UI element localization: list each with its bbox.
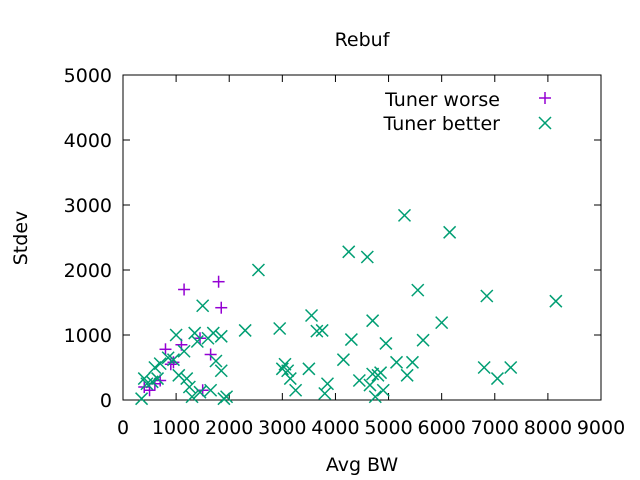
x-tick-label: 8000 <box>524 417 572 439</box>
tuner-better-point <box>150 372 165 386</box>
tuner-better-point <box>204 383 218 397</box>
x-tick-label: 0 <box>117 417 129 439</box>
chart-title: Rebuf <box>335 29 391 51</box>
tuner-better-point <box>153 357 167 371</box>
tuner-better-point <box>182 380 196 394</box>
x-tick-label: 5000 <box>364 417 412 439</box>
legend-plus-icon <box>539 92 551 104</box>
tuner-better-point <box>360 250 374 264</box>
tuner-worse-point <box>159 343 172 356</box>
tuner-better-point <box>374 366 388 380</box>
tuner-better-point <box>400 368 414 382</box>
tuner-better-point <box>148 360 162 375</box>
tuner-worse-point <box>215 301 228 314</box>
tuner-better-point <box>135 392 149 406</box>
tuner-better-point <box>443 225 457 239</box>
tuner-better-point <box>435 316 449 330</box>
tuner-better-point <box>196 299 210 313</box>
tuner-better-point <box>366 367 380 381</box>
x-tick-label: 4000 <box>311 417 359 439</box>
tuner-better-point <box>320 377 335 391</box>
tuner-better-point <box>273 321 287 336</box>
tuner-better-point <box>166 353 180 367</box>
tuner-better-point <box>283 372 297 386</box>
y-tick-label: 3000 <box>64 195 112 217</box>
plot-frame <box>122 74 602 401</box>
tuner-better-point <box>480 289 494 303</box>
tuner-better-point <box>310 324 324 338</box>
y-tick-label: 4000 <box>64 130 112 152</box>
tuner-better-point <box>278 357 292 371</box>
tuner-better-point <box>549 294 563 308</box>
tuner-better-point <box>281 364 295 378</box>
tuner-better-point <box>305 308 319 323</box>
tuner-better-point <box>389 355 404 369</box>
legend-marker-tuner-worse <box>539 92 551 104</box>
tuner-worse-point <box>204 348 217 361</box>
tuner-better-point <box>169 328 183 342</box>
tuner-better-point <box>289 383 303 397</box>
tuner-better-point <box>416 333 430 347</box>
tuner-better-point <box>376 383 390 397</box>
y-tick-label: 5000 <box>64 65 112 87</box>
tuner-worse-point <box>178 283 191 296</box>
tuner-better-point <box>405 355 419 369</box>
tuner-better-point <box>251 263 265 277</box>
tuner-better-point <box>193 385 207 399</box>
tuner-better-point <box>336 353 350 367</box>
x-tick-label: 1000 <box>152 417 200 439</box>
tuner-better-point <box>379 336 393 350</box>
tuner-better-point <box>315 323 329 337</box>
data-points <box>135 208 563 406</box>
tuner-better-point <box>180 372 194 386</box>
tuner-better-point <box>209 354 223 368</box>
x-axis-label: Avg BW <box>326 454 399 476</box>
tuner-better-point <box>397 208 412 222</box>
y-tick-label: 2000 <box>64 260 112 282</box>
y-axis-label: Stdev <box>10 211 32 266</box>
axis-ticks: 0 1000 2000 3000 4000 5000 6000 7000 8000 9000010… <box>64 65 626 439</box>
tuner-better-point <box>238 323 252 337</box>
tuner-better-point <box>342 245 356 259</box>
tuner-better-point <box>172 368 186 382</box>
tuner-better-point <box>477 360 491 375</box>
tuner-better-point <box>363 378 377 392</box>
tuner-better-point <box>185 390 199 404</box>
tuner-better-point <box>214 364 228 378</box>
tuner-better-point <box>177 344 191 358</box>
tuner-better-point <box>344 333 358 347</box>
x-tick-label: 6000 <box>417 417 465 439</box>
x-tick-label: 7000 <box>471 417 519 439</box>
tuner-better-point <box>220 390 234 404</box>
tuner-better-point <box>504 360 518 375</box>
legend: Tuner worse Tuner better <box>383 89 552 135</box>
tuner-better-point <box>352 373 366 388</box>
tuner-better-point <box>318 386 332 401</box>
legend-marker-tuner-better <box>538 116 552 130</box>
y-tick-label: 0 <box>100 390 112 412</box>
y-tick-label: 1000 <box>64 325 112 347</box>
legend-label-tuner-better: Tuner better <box>383 113 501 135</box>
tuner-better-point <box>366 314 380 328</box>
legend-cross-icon <box>538 116 552 130</box>
legend-label-tuner-worse: Tuner worse <box>384 89 500 111</box>
tuner-better-point <box>490 372 504 386</box>
x-tick-label: 2000 <box>205 417 253 439</box>
tuner-better-point <box>214 329 228 343</box>
x-tick-label: 3000 <box>258 417 306 439</box>
tuner-worse-point <box>212 275 225 288</box>
tuner-better-point <box>368 390 382 404</box>
tuner-better-point <box>302 362 316 376</box>
tuner-better-point <box>206 326 220 340</box>
tuner-better-point <box>188 326 202 340</box>
tuner-better-point <box>190 334 204 349</box>
tuner-better-point <box>411 283 425 297</box>
x-tick-label: 9000 <box>577 417 625 439</box>
